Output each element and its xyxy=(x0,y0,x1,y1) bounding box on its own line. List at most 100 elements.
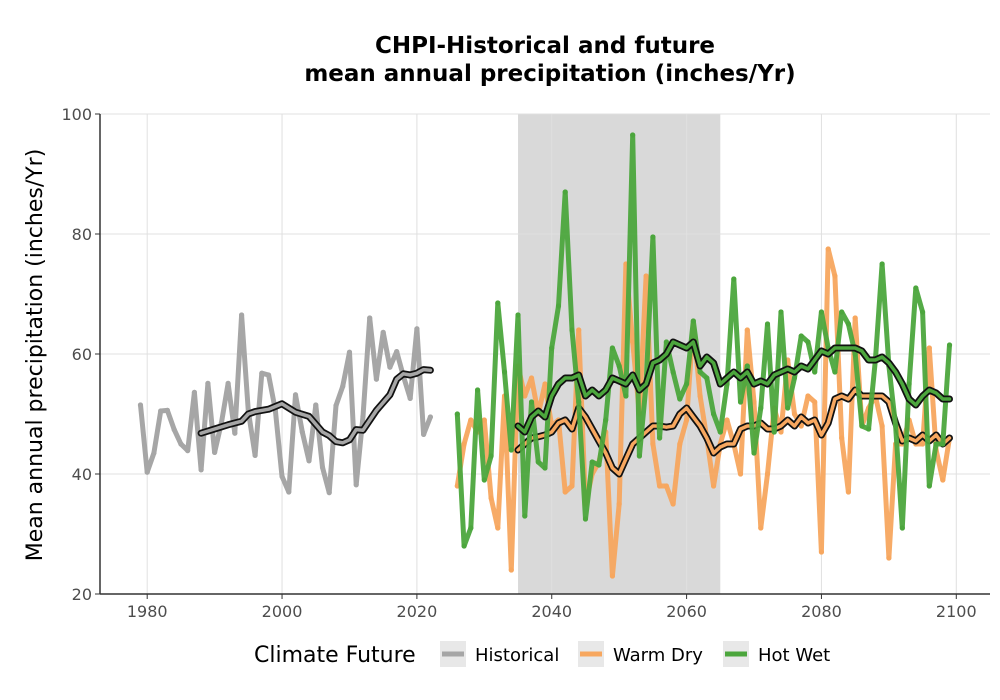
data-point-historical-1988 xyxy=(198,467,204,473)
data-point-hot-wet-2099 xyxy=(946,342,953,348)
y-tick-label-60: 60 xyxy=(72,345,92,364)
y-tick-label-40: 40 xyxy=(72,465,92,484)
data-point-hot-wet-2095 xyxy=(919,309,926,315)
data-point-hot-wet-2080 xyxy=(818,309,825,315)
data-point-hot-wet-2029 xyxy=(474,387,481,393)
data-point-warm-dry-2077 xyxy=(798,423,804,429)
legend-label-hot-wet: Hot Wet xyxy=(758,645,830,666)
data-point-hot-wet-2085 xyxy=(852,351,858,357)
x-tick-label-2100: 2100 xyxy=(936,602,977,621)
data-point-hot-wet-2038 xyxy=(535,459,541,465)
data-point-hot-wet-2092 xyxy=(899,525,905,531)
data-point-historical-1985 xyxy=(178,441,184,447)
data-point-historical-2005 xyxy=(313,402,319,408)
data-point-hot-wet-2026 xyxy=(454,411,460,417)
data-point-warm-dry-2096 xyxy=(926,345,932,351)
data-point-hot-wet-2097 xyxy=(933,441,939,447)
data-point-historical-1983 xyxy=(164,407,171,413)
chart-title-line-2: mean annual precipitation (inches/Yr) xyxy=(304,61,795,87)
data-point-hot-wet-2042 xyxy=(562,189,568,195)
data-point-hot-wet-2089 xyxy=(879,261,885,267)
data-point-warm-dry-2028 xyxy=(468,417,474,423)
data-point-historical-2004 xyxy=(306,458,312,464)
data-point-hot-wet-2043 xyxy=(569,327,575,333)
data-point-historical-1979 xyxy=(137,402,144,408)
data-point-hot-wet-2078 xyxy=(805,339,811,345)
data-point-warm-dry-2084 xyxy=(845,489,852,495)
series-line-hot-wet-smooth xyxy=(516,340,952,434)
data-point-warm-dry-2049 xyxy=(609,573,616,579)
data-point-warm-dry-2057 xyxy=(663,483,669,489)
data-point-historical-1982 xyxy=(158,408,164,414)
data-point-hot-wet-2032 xyxy=(495,300,501,306)
data-point-historical-2016 xyxy=(387,364,393,370)
data-point-hot-wet-2040 xyxy=(549,345,555,351)
data-point-hot-wet-2041 xyxy=(555,303,562,309)
data-point-historical-2022 xyxy=(427,414,433,420)
data-point-hot-wet-2058 xyxy=(670,369,676,375)
data-point-warm-dry-2070 xyxy=(751,399,757,405)
data-point-hot-wet-2046 xyxy=(589,459,595,465)
data-point-hot-wet-2028 xyxy=(468,525,474,531)
data-point-historical-2010 xyxy=(346,349,353,355)
data-point-hot-wet-2034 xyxy=(508,447,514,453)
data-point-hot-wet-2067 xyxy=(731,276,737,282)
data-point-warm-dry-2055 xyxy=(650,441,656,447)
series-line-historical-smooth xyxy=(199,367,433,445)
data-point-historical-1996 xyxy=(252,452,258,458)
data-point-warm-dry-2044 xyxy=(576,327,582,333)
data-point-historical-2012 xyxy=(360,413,366,419)
data-point-hot-wet-2050 xyxy=(616,363,622,369)
data-point-hot-wet-2055 xyxy=(650,234,656,240)
data-point-hot-wet-2030 xyxy=(481,477,487,483)
series-line-historical xyxy=(138,312,433,496)
data-point-hot-wet-2071 xyxy=(758,405,764,411)
data-point-warm-dry-2068 xyxy=(737,471,744,477)
data-point-hot-wet-2079 xyxy=(812,369,818,375)
data-point-warm-dry-2078 xyxy=(805,393,811,399)
data-point-hot-wet-2044 xyxy=(576,399,582,405)
data-point-hot-wet-2033 xyxy=(501,369,508,375)
data-point-hot-wet-2061 xyxy=(690,318,696,324)
data-point-hot-wet-2091 xyxy=(893,423,899,429)
data-point-hot-wet-2045 xyxy=(582,516,589,522)
data-point-warm-dry-2031 xyxy=(488,495,494,501)
data-point-warm-dry-2069 xyxy=(744,327,750,333)
data-point-warm-dry-2037 xyxy=(528,375,535,381)
data-point-hot-wet-2065 xyxy=(717,429,723,435)
y-tick-label-20: 20 xyxy=(72,585,92,604)
data-point-hot-wet-2084 xyxy=(845,321,852,327)
data-point-warm-dry-2036 xyxy=(522,393,528,399)
data-point-warm-dry-2082 xyxy=(832,273,838,279)
data-point-historical-1990 xyxy=(212,449,218,455)
data-point-warm-dry-2079 xyxy=(812,399,818,405)
data-point-historical-2017 xyxy=(394,349,400,355)
series-line-warm-dry-smooth xyxy=(516,388,952,476)
data-point-historical-2009 xyxy=(340,383,346,389)
y-axis-title: Mean annual precipitation (inches/Yr) xyxy=(23,149,48,562)
chart-title-line-1: CHPI-Historical and future xyxy=(375,33,715,59)
data-point-historical-2008 xyxy=(333,403,339,409)
data-point-warm-dry-2071 xyxy=(758,525,764,531)
data-point-warm-dry-2083 xyxy=(839,435,845,441)
data-point-historical-1992 xyxy=(225,380,231,386)
data-point-hot-wet-2083 xyxy=(839,309,845,315)
legend-label-historical: Historical xyxy=(475,645,559,666)
legend: Climate Future Historical Warm Dry Hot W… xyxy=(254,641,830,668)
data-point-historical-1993 xyxy=(232,430,238,436)
data-point-hot-wet-2087 xyxy=(866,426,872,432)
data-point-hot-wet-2075 xyxy=(785,405,791,411)
y-tick-label-100: 100 xyxy=(61,105,92,124)
legend-label-warm-dry: Warm Dry xyxy=(613,645,703,666)
data-point-warm-dry-2034 xyxy=(508,567,514,573)
data-point-warm-dry-2059 xyxy=(677,441,683,447)
data-point-hot-wet-2074 xyxy=(778,309,784,315)
data-point-hot-wet-2073 xyxy=(771,429,777,435)
data-point-historical-1998 xyxy=(265,372,272,378)
data-point-historical-1981 xyxy=(151,450,157,456)
data-point-warm-dry-2066 xyxy=(724,417,730,423)
x-tick-label-2060: 2060 xyxy=(666,602,707,621)
